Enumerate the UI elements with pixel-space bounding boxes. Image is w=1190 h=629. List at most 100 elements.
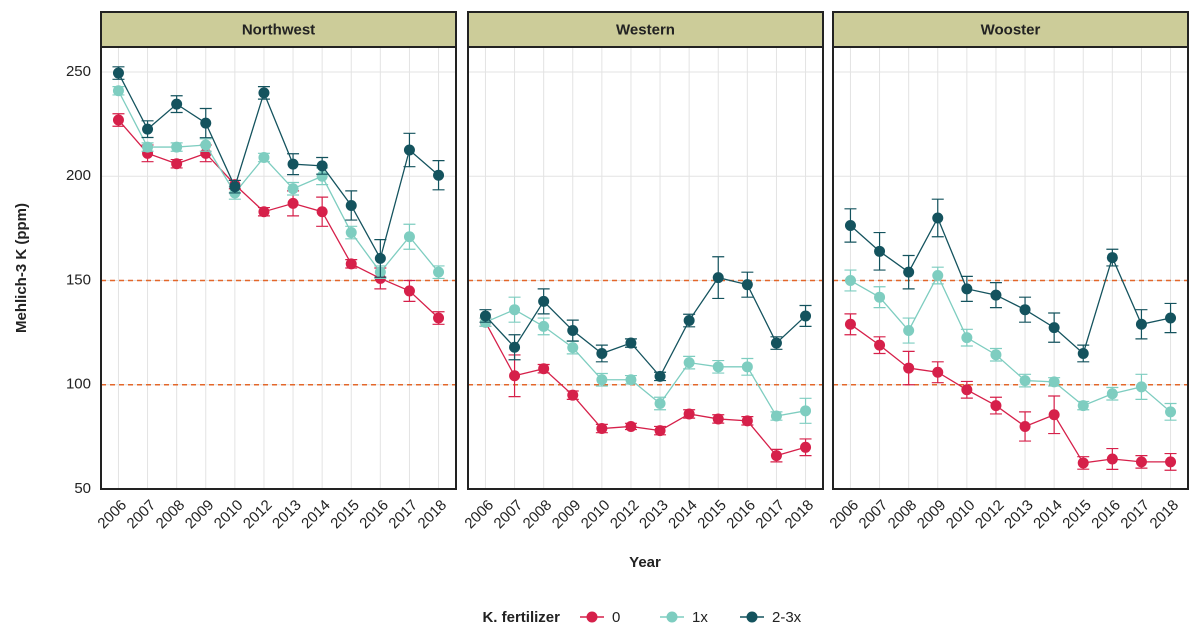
x-tick-label: 2006 [94,497,130,533]
data-point [345,227,357,239]
data-point [903,325,915,337]
x-tick-label: 2015 [327,497,363,533]
data-point [1048,376,1060,388]
data-point [712,272,724,284]
x-tick-label: 2018 [782,497,818,533]
x-tick-label: 2007 [491,497,527,533]
data-point [403,285,415,297]
data-point [479,310,491,322]
data-point [932,270,944,282]
data-point [509,304,521,316]
x-tick-label: 2017 [385,497,421,533]
x-tick-label: 2010 [578,497,614,533]
data-point [112,67,124,79]
y-tick-label: 250 [66,63,91,80]
data-point [1165,456,1177,468]
data-point [844,275,856,287]
series-line [850,216,1171,355]
data-point [538,320,550,332]
x-tick-label: 2007 [124,497,160,533]
strip [467,11,824,48]
data-point [596,347,608,359]
panel-title: Wooster [981,21,1041,38]
data-point [683,315,695,327]
data-point [1019,375,1031,387]
data-point [258,152,270,163]
panel-background [468,47,823,489]
data-point [1165,312,1177,324]
data-point [712,361,724,373]
data-point [1077,457,1089,469]
data-point [844,318,856,330]
data-point [844,219,856,231]
data-point [1135,381,1147,393]
x-axis-label: Year [629,554,661,571]
data-point [345,258,357,270]
y-axis-label: Mehlich-3 K (ppm) [13,203,30,333]
x-tick-label: 2015 [694,497,730,533]
data-point [433,169,445,181]
data-point [800,310,812,322]
x-tick-label: 2015 [1059,497,1095,533]
data-point [287,183,299,195]
x-tick-label: 2014 [298,497,334,533]
data-point [171,141,183,153]
x-tick-label: 2018 [415,497,451,533]
data-point [990,349,1002,361]
data-point [1077,347,1089,359]
data-point [712,413,724,425]
data-point [903,266,915,278]
data-point [741,415,753,427]
data-point [932,212,944,224]
x-tick-label: 2016 [356,497,392,533]
data-point [538,295,550,307]
x-tick-label: 2017 [1117,497,1153,533]
data-point [625,420,637,432]
data-point [1135,456,1147,468]
data-point [1106,453,1118,465]
data-point [1019,420,1031,432]
data-point [509,341,521,353]
x-tick-label: 2012 [240,497,276,533]
data-point [596,374,608,386]
data-point [1048,322,1060,334]
data-point [1135,318,1147,330]
data-point [287,158,299,170]
data-point [509,370,521,382]
data-point [567,325,579,337]
data-point [258,206,270,218]
x-tick-label: 2012 [972,497,1008,533]
data-point [654,370,666,382]
x-tick-label: 2017 [752,497,788,533]
data-point [990,289,1002,301]
data-point [903,362,915,374]
data-point [741,361,753,373]
data-point [874,245,886,257]
strip [832,11,1189,48]
x-tick-label: 2009 [914,497,950,533]
x-tick-label: 2012 [607,497,643,533]
data-point [625,337,637,349]
data-point [1048,409,1060,421]
data-point [374,252,386,264]
legend-title: K. fertilizer [482,609,560,626]
legend-label: 2-3x [772,609,802,626]
data-point [258,87,270,99]
x-tick-label: 2013 [1001,497,1037,533]
data-point [1077,400,1089,412]
x-tick-label: 2006 [826,497,862,533]
data-point [316,170,328,182]
x-tick-label: 2006 [461,497,497,533]
data-point [683,408,695,420]
panel-title: Western [616,21,675,38]
data-point [596,423,608,435]
x-tick-label: 2018 [1147,497,1183,533]
data-point [741,279,753,291]
data-point [961,384,973,396]
legend-marker [586,611,598,623]
data-point [567,342,579,354]
data-point [625,374,637,386]
data-point [990,400,1002,412]
x-tick-label: 2014 [665,497,701,533]
x-tick-label: 2008 [153,497,189,533]
